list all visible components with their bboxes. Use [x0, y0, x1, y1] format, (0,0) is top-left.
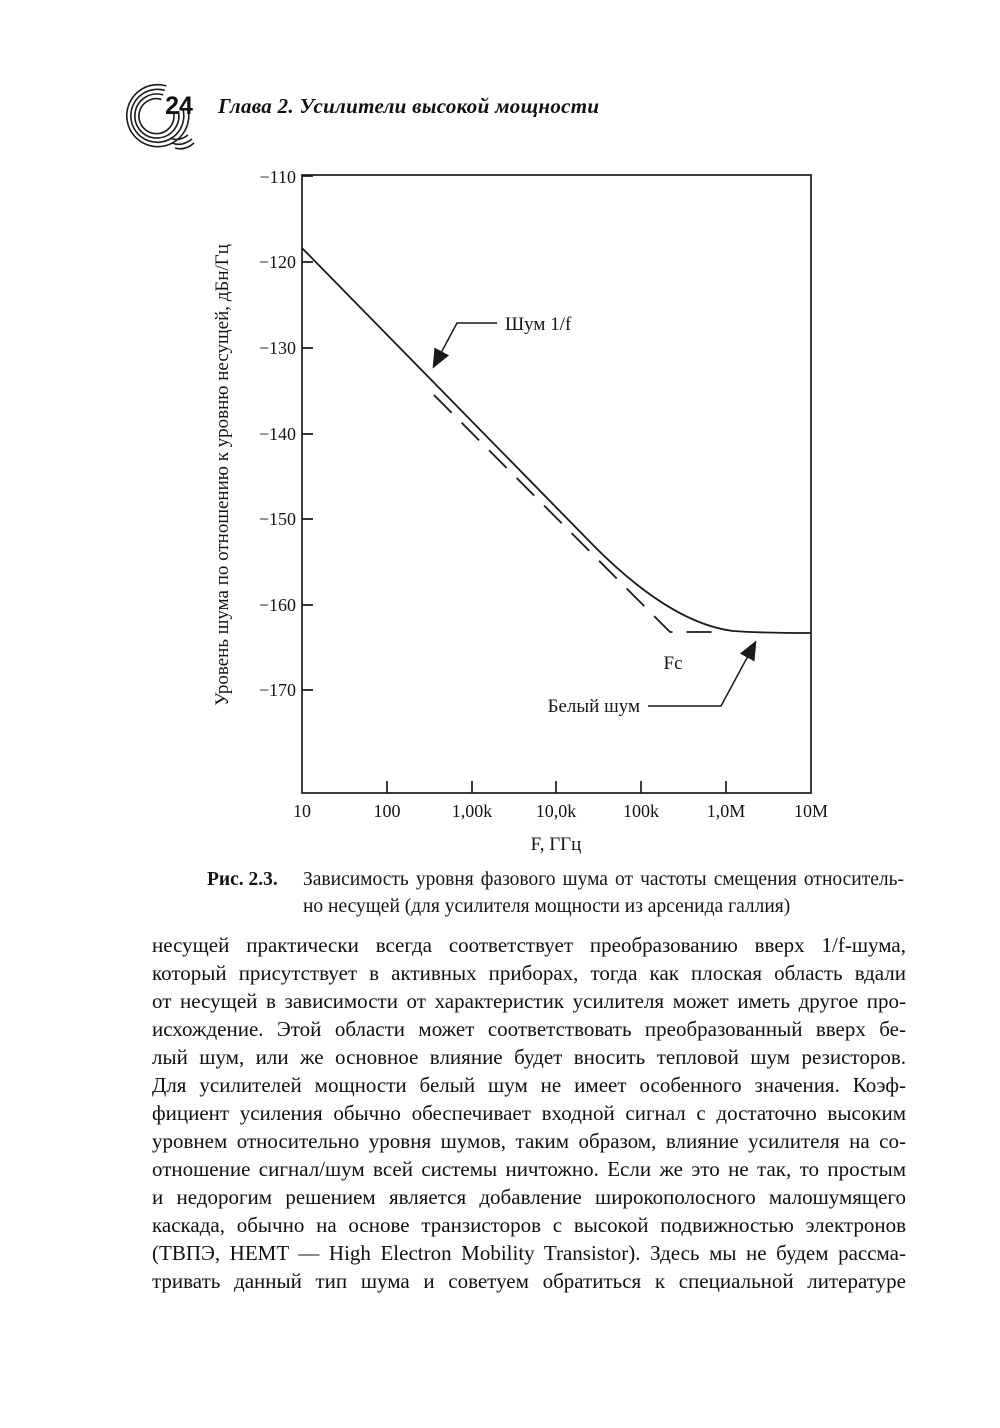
x-tick-label: 100: [374, 801, 401, 821]
body-line: и недорогим решением является добавление…: [152, 1185, 906, 1209]
caption-line: но несущей (для усилителя мощности из ар…: [303, 896, 791, 917]
noise-1f-label: Шум 1/f: [505, 314, 572, 335]
asymptote-dashed-line: [433, 394, 723, 633]
x-tick-label: 10,0k: [536, 801, 577, 821]
body-line: от несущей в зависимости от характеристи…: [152, 989, 906, 1013]
y-tick-label: −160: [259, 595, 296, 615]
fc-label: Fc: [664, 653, 683, 674]
noise-1f-arrow-icon: [432, 322, 497, 369]
chapter-title: Глава 2. Усилители высокой мощности: [218, 94, 600, 118]
y-tick-label: −150: [259, 509, 296, 529]
body-line: несущей практически всегда соответствует…: [152, 933, 906, 957]
spiral-logo-icon: [126, 83, 195, 150]
y-tick-label: −130: [259, 338, 296, 358]
white-noise-arrow-icon: [648, 640, 757, 707]
caption-line: Зависимость уровня фазового шума от част…: [303, 869, 904, 890]
body-line: тривать данный тип шума и советуем обрат…: [152, 1269, 906, 1293]
x-tick-label: 100k: [623, 801, 659, 821]
white-noise-label: Белый шум: [548, 696, 640, 717]
body-line: который присутствует в активных приборах…: [152, 961, 906, 985]
body-line: исхождение. Этой области может соответст…: [152, 1017, 906, 1041]
body-paragraph: несущей практически всегда соответствует…: [152, 931, 906, 1295]
body-line: каскада, обычно на основе транзисторов с…: [152, 1213, 906, 1237]
x-tick-label: 10M: [794, 801, 828, 821]
x-tick-label: 1,00k: [452, 801, 493, 821]
chapter-logo: 24: [126, 80, 210, 156]
y-tick-label: −110: [260, 167, 296, 187]
y-axis-title: Уровень шума по отношению к уровню несущ…: [212, 244, 233, 706]
caption-label: Рис. 2.3.: [207, 869, 278, 890]
x-tick-label: 10: [293, 801, 311, 821]
body-line: уровнем относительно уровня шумов, таким…: [152, 1129, 906, 1153]
figure-2-3: −110 −120 −130 −140 −150 −160 −170 10 10…: [150, 160, 870, 860]
x-axis-title: F, ГГц: [531, 834, 582, 855]
x-axis-ticks: [386, 781, 727, 793]
y-axis-ticks: [302, 175, 313, 691]
body-line: отношение сигнал/шум всей системы ничтож…: [152, 1157, 906, 1181]
phase-noise-chart: −110 −120 −130 −140 −150 −160 −170 10 10…: [212, 167, 828, 855]
phase-noise-curve: [301, 247, 812, 634]
y-tick-label: −170: [259, 680, 296, 700]
body-line: Для усилителей мощности белый шум не име…: [152, 1073, 906, 1097]
y-tick-label: −140: [259, 424, 296, 444]
x-tick-label: 1,0M: [707, 801, 746, 821]
caption-text: Зависимость уровня фазового шума от част…: [303, 866, 904, 920]
y-tick-label: −120: [259, 252, 296, 272]
page-number: 24: [165, 92, 193, 120]
body-line: (ТВПЭ, HEMT — High Electron Mobility Tra…: [152, 1241, 906, 1265]
body-line: фициент усиления обычно обеспечивает вхо…: [152, 1101, 906, 1125]
body-line: лый шум, или же основное влияние будет в…: [152, 1045, 906, 1069]
